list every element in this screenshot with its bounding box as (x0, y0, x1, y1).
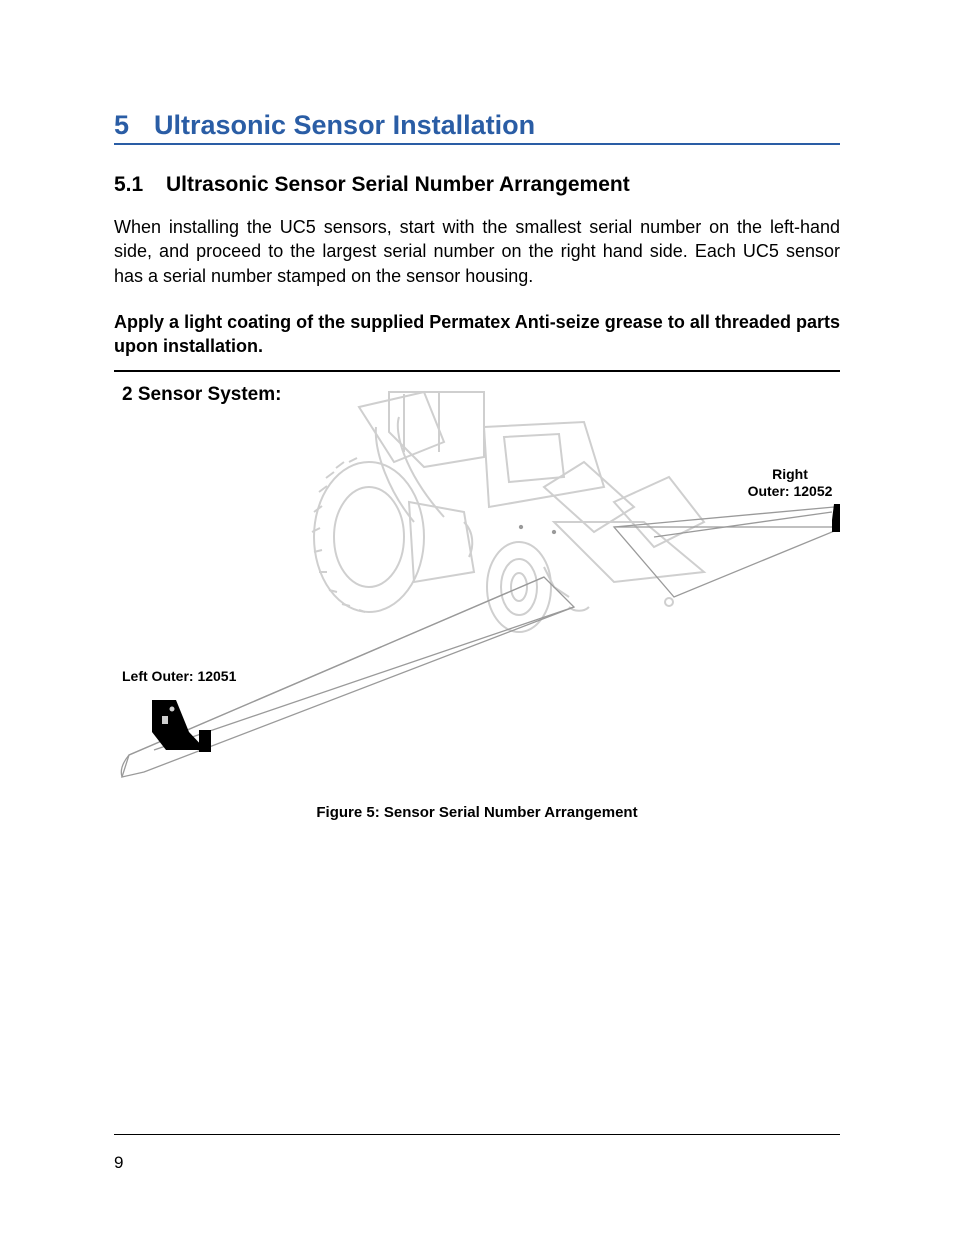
intro-paragraph: When installing the UC5 sensors, start w… (114, 215, 840, 288)
section-heading: 5Ultrasonic Sensor Installation (114, 110, 840, 145)
sensor-diagram-svg (114, 372, 840, 790)
left-sensor-icon (152, 700, 211, 752)
subsection-number: 5.1 (114, 173, 166, 197)
section-number: 5 (114, 110, 154, 141)
section-title: Ultrasonic Sensor Installation (154, 110, 535, 140)
note-bold-paragraph: Apply a light coating of the supplied Pe… (114, 310, 840, 359)
right-sensor-icon (832, 504, 840, 532)
document-page: 5Ultrasonic Sensor Installation 5.1Ultra… (0, 0, 954, 1235)
subsection-heading: 5.1Ultrasonic Sensor Serial Number Arran… (114, 173, 840, 197)
footer-rule (114, 1134, 840, 1135)
subsection-title: Ultrasonic Sensor Serial Number Arrangem… (166, 173, 630, 196)
figure-container: 2 Sensor System: Right Outer: 12052 Left… (114, 372, 840, 790)
figure-caption: Figure 5: Sensor Serial Number Arrangeme… (114, 804, 840, 821)
page-number: 9 (114, 1153, 123, 1173)
